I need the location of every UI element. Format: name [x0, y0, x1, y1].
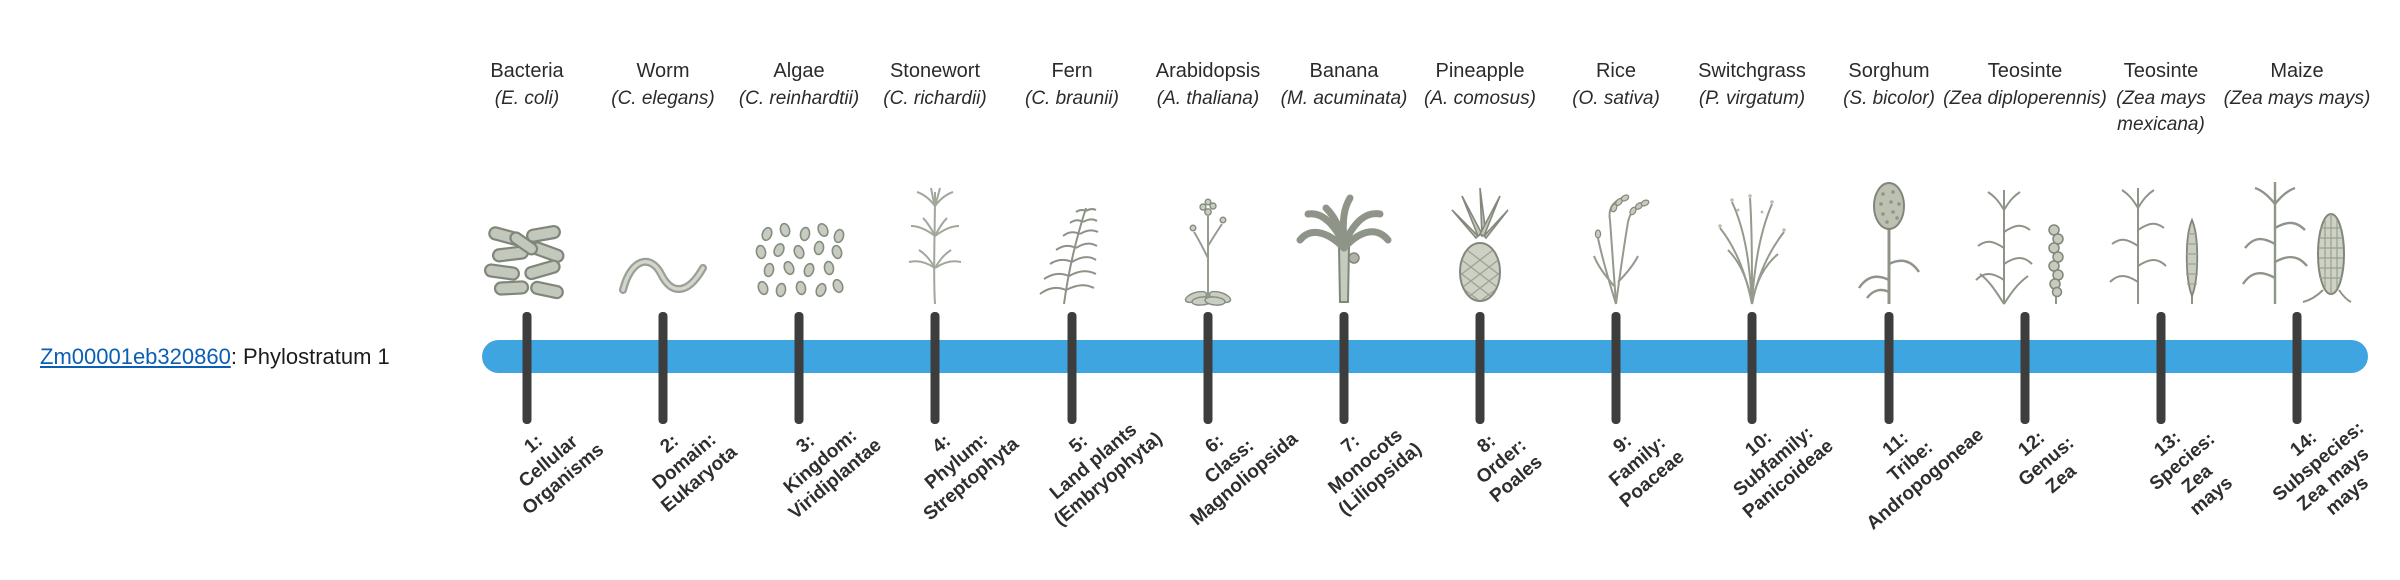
scientific-name: (P. virgatum) [1698, 88, 1806, 109]
scientific-name: (C. reinhardtii) [738, 88, 860, 109]
fern-icon [984, 148, 1160, 310]
worm-icon [575, 148, 751, 310]
gene-label: Zm00001eb320860: Phylostratum 1 [40, 344, 390, 370]
common-name: Pineapple [1435, 60, 1525, 82]
taxon-column-stonewort: Stonewort (C. richardii) 4: Phylum: Stre… [847, 56, 1023, 576]
maize-icon [2209, 148, 2385, 310]
phylostratum-tick [1611, 312, 1621, 424]
scientific-name: (A. comosus) [1424, 88, 1536, 109]
scientific-name: (C. elegans) [611, 88, 715, 109]
common-name: Teosinte [2123, 60, 2199, 82]
scientific-name: (C. braunii) [1025, 88, 1119, 109]
taxon-column-arabidopsis: Arabidopsis (A. thaliana) [1120, 56, 1302, 576]
rice-icon [1528, 148, 1704, 310]
phylostratum-tick [2020, 312, 2030, 424]
common-name: Stonewort [889, 60, 981, 82]
phylostratum-tick [1884, 312, 1894, 424]
common-name: Bacteria [490, 60, 564, 82]
phylostratum-tick [2292, 312, 2302, 424]
phylostratum-tick [1203, 312, 1213, 424]
common-name: Maize [2270, 60, 2324, 82]
taxon-column-algae: Algae (C. reinhardtii) [711, 56, 887, 576]
scientific-name: (O. sativa) [1572, 88, 1660, 109]
common-name: Teosinte [1987, 60, 2063, 82]
taxon-column-teosinte-mexicana: Teosinte (Zea mays mexicana) [2073, 56, 2249, 576]
common-name: Rice [1595, 60, 1636, 82]
scientific-name: (A. thaliana) [1156, 88, 1260, 109]
phylostratum-tick [522, 312, 532, 424]
taxon-column-bacteria: Bacteria (E. coli) 1: Cellular [439, 56, 615, 576]
taxon-column-worm: Worm (C. elegans) 2: Domain: Eukaryota [575, 56, 751, 576]
stonewort-icon [847, 148, 1023, 310]
scientific-name: (Zea mays mexicana) [2116, 88, 2206, 135]
phylostratum-tick [2156, 312, 2166, 424]
taxon-column-teosinte-diploperennis: Teosinte (Zea diploperennis) [1937, 56, 2113, 576]
common-name: Worm [636, 60, 690, 82]
phylostratum-tick [658, 312, 668, 424]
common-name: Fern [1051, 60, 1093, 82]
phylostratum-tick [1747, 312, 1757, 424]
gene-link[interactable]: Zm00001eb320860 [40, 344, 231, 369]
taxon-column-sorghum: Sorghum (S. bicolor) 11: Tribe [1801, 56, 1988, 576]
banana-icon [1256, 148, 1432, 310]
taxon-column-maize: Maize (Zea mays mays) [2209, 56, 2385, 576]
sorghum-icon [1801, 148, 1977, 310]
scientific-name: (Zea diploperennis) [1943, 88, 2107, 109]
phylostratum-tick [794, 312, 804, 424]
pineapple-icon [1392, 148, 1568, 310]
taxon-column-switchgrass: Switchgrass (P. virgatum) [1664, 56, 1840, 576]
taxon-column-fern: Fern (C. braunii) 5: Land plants (Embr [984, 56, 1166, 576]
bacteria-icon [439, 148, 615, 310]
common-name: Switchgrass [1698, 60, 1806, 82]
scientific-name: (E. coli) [494, 88, 560, 109]
phylostratum-tick [1475, 312, 1485, 424]
teosinte-diploperennis-icon [1937, 148, 2113, 310]
taxon-column-banana: Banana (M. acuminata) 7: Monocots (Lilio… [1256, 56, 1432, 576]
common-name: Arabidopsis [1155, 60, 1261, 82]
phylostratum-text: : Phylostratum 1 [230, 344, 390, 369]
scientific-name: (S. bicolor) [1843, 88, 1935, 109]
phylostratum-tick [1339, 312, 1349, 424]
common-name: Sorghum [1848, 60, 1930, 82]
taxon-column-pineapple: Pineapple (A. comosus) 8: [1392, 56, 1568, 576]
common-name: Banana [1309, 60, 1379, 82]
phylostratum-label: 14: Subspecies: Zea mays mays [2236, 385, 2400, 558]
taxon-column-rice: Rice (O. sativa) [1528, 56, 1704, 576]
common-name: Algae [773, 60, 825, 82]
scientific-name: (M. acuminata) [1280, 88, 1408, 109]
algae-icon [711, 148, 887, 310]
phylostratum-tick [930, 312, 940, 424]
teosinte-mexicana-icon [2073, 148, 2249, 310]
scientific-name: (C. richardii) [883, 88, 987, 109]
switchgrass-icon [1664, 148, 1840, 310]
scientific-name: (Zea mays mays) [2223, 88, 2371, 109]
arabidopsis-icon [1120, 148, 1296, 310]
phylostratum-tick [1067, 312, 1077, 424]
